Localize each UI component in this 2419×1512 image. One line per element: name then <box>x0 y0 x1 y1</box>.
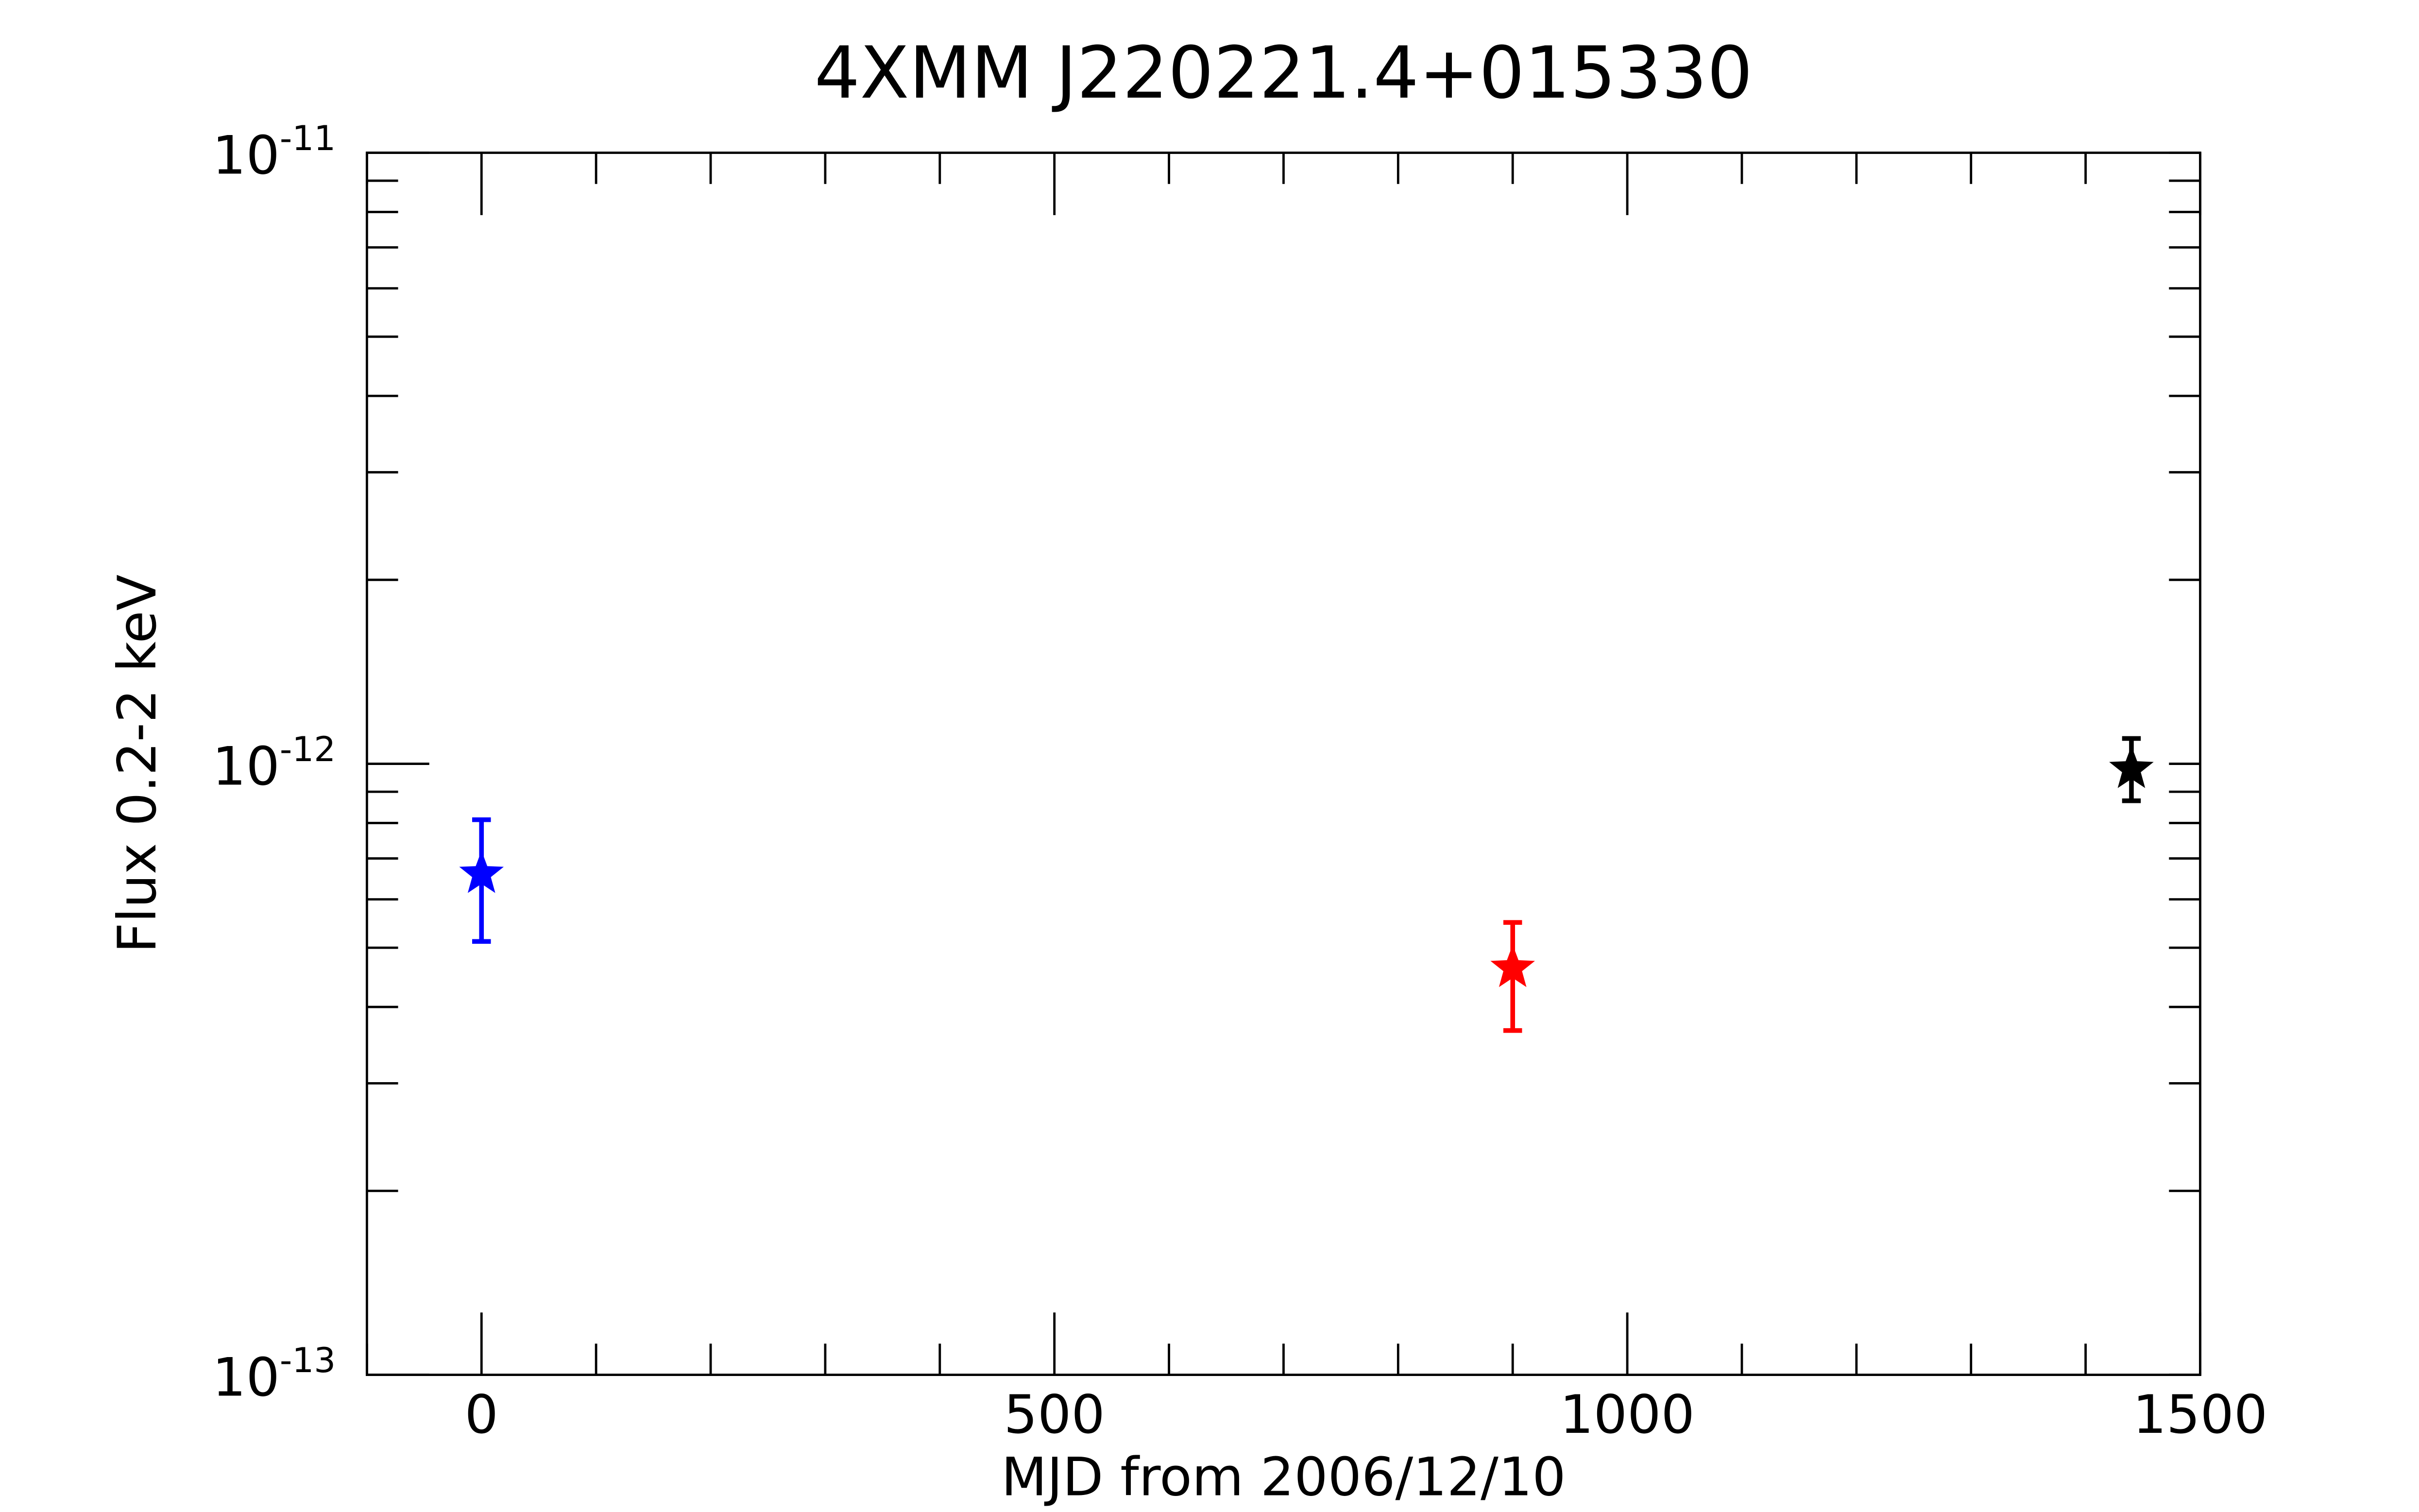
y-axis-label: Flux 0.2-2 keV <box>106 575 168 953</box>
y-tick-label: 10-13 <box>212 1340 336 1408</box>
point <box>459 850 504 893</box>
x-tick-label: 1500 <box>2133 1384 2268 1445</box>
chart-title: 4XMM J220221.4+015330 <box>815 31 1753 115</box>
x-tick-label: 500 <box>1004 1384 1105 1445</box>
plot-frame <box>365 152 2201 1376</box>
y-tick-label: 10-11 <box>212 118 336 186</box>
x-tick-label: 0 <box>465 1384 498 1445</box>
y-tick-label: 10-12 <box>212 729 336 797</box>
point <box>2109 746 2154 788</box>
x-axis-label: MJD from 2006/12/10 <box>1001 1446 1566 1508</box>
point <box>1490 945 1535 987</box>
x-tick-label: 1000 <box>1560 1384 1695 1445</box>
